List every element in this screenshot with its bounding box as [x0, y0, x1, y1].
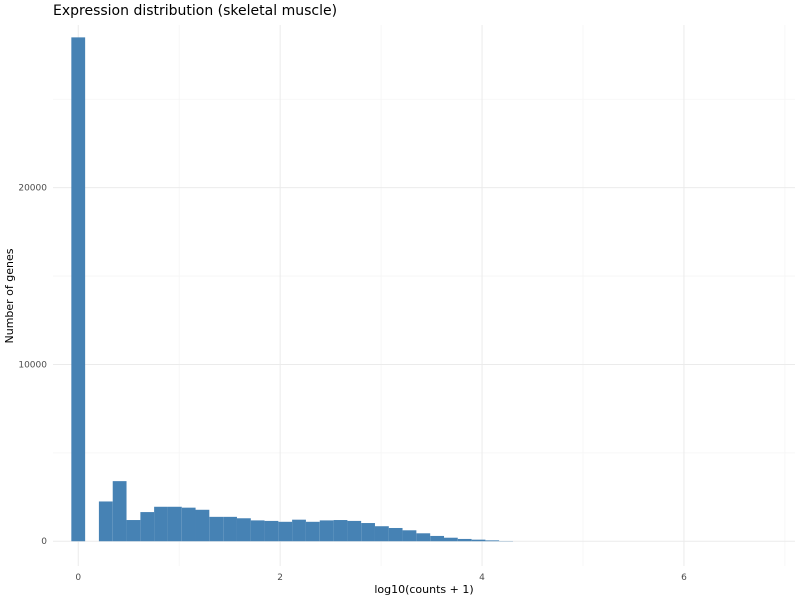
histogram-bar	[182, 508, 196, 542]
histogram-bar	[361, 523, 375, 541]
histogram-bar	[154, 507, 168, 541]
histogram-bar	[292, 520, 306, 542]
x-tick-label: 2	[277, 573, 283, 583]
histogram-bar	[444, 538, 458, 542]
histogram-bar	[403, 530, 417, 541]
y-tick-label: 20000	[18, 184, 47, 194]
histogram-bar	[389, 528, 403, 541]
histogram-bar	[209, 517, 223, 541]
x-tick-label: 0	[75, 573, 81, 583]
histogram-bar	[334, 520, 348, 541]
bars-layer	[71, 37, 513, 541]
histogram-bar	[485, 540, 499, 541]
histogram-bar	[251, 520, 265, 541]
histogram-bar	[196, 510, 210, 541]
grid-layer	[53, 25, 795, 566]
histogram-bar	[223, 517, 237, 541]
histogram-bar	[168, 507, 182, 541]
y-tick-label: 10000	[18, 360, 47, 370]
x-tick-label: 6	[681, 573, 687, 583]
y-tick-label: 0	[41, 537, 47, 547]
x-axis-title: log10(counts + 1)	[374, 583, 473, 596]
histogram-bar	[113, 481, 127, 541]
histogram-bar	[99, 501, 113, 541]
histogram-bar	[320, 520, 334, 541]
histogram-bar	[237, 518, 251, 541]
histogram-bar	[430, 536, 444, 541]
x-tick-label: 4	[479, 573, 485, 583]
histogram-bar	[127, 520, 141, 541]
histogram-bar	[140, 512, 154, 541]
histogram-bar	[265, 521, 279, 541]
histogram-bar	[347, 521, 361, 541]
histogram-bar	[71, 37, 85, 541]
chart-title: Expression distribution (skeletal muscle…	[53, 3, 337, 19]
histogram-bar	[278, 522, 292, 541]
histogram-bar	[458, 539, 472, 541]
histogram-bar	[375, 526, 389, 541]
histogram-bar	[472, 540, 486, 542]
y-axis-title: Number of genes	[3, 248, 16, 343]
histogram-bar	[416, 533, 430, 541]
histogram-bar	[306, 522, 320, 541]
